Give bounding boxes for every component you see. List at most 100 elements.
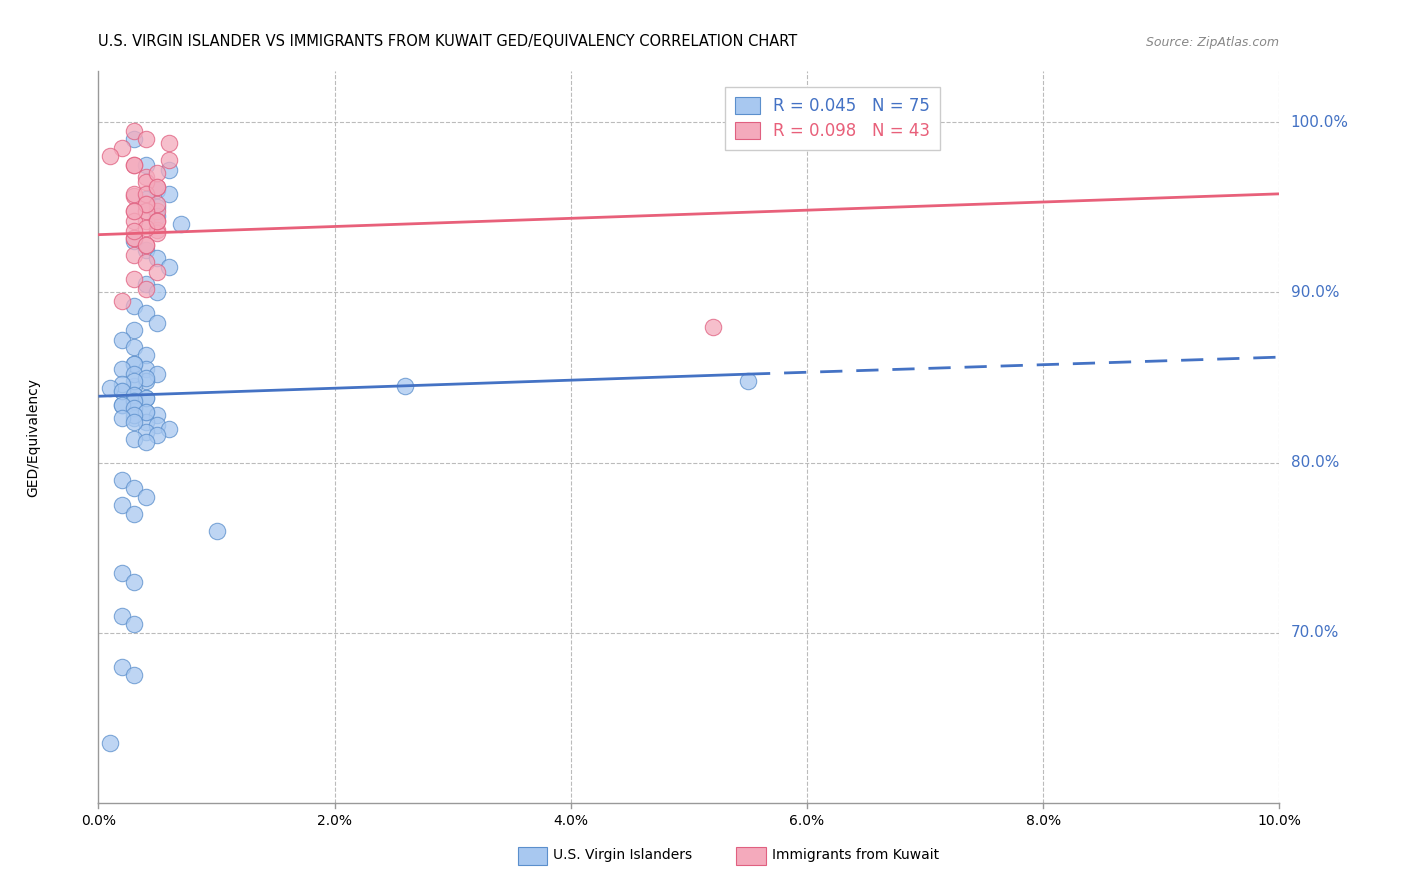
Point: [135, 255, 157, 269]
Text: Source: ZipAtlas.com: Source: ZipAtlas.com: [1146, 37, 1279, 49]
Point: [122, 401, 145, 416]
Point: [111, 398, 134, 412]
Text: 0.0%: 0.0%: [82, 814, 115, 828]
Point: [135, 132, 157, 146]
Point: [122, 387, 145, 401]
Point: [702, 319, 724, 334]
Point: [135, 435, 157, 450]
Point: [122, 367, 145, 381]
Point: [111, 498, 134, 512]
Point: [135, 238, 157, 252]
Point: [111, 411, 134, 425]
Point: [157, 163, 180, 178]
Point: [122, 203, 145, 218]
Point: [135, 214, 157, 228]
Point: [122, 188, 145, 202]
Point: [111, 384, 134, 399]
Text: GED/Equivalency: GED/Equivalency: [27, 377, 41, 497]
Point: [122, 415, 145, 429]
Point: [135, 197, 157, 211]
Point: [135, 362, 157, 376]
Point: [111, 608, 134, 623]
Text: 70.0%: 70.0%: [1291, 625, 1339, 640]
Point: [394, 379, 416, 393]
Point: [135, 404, 157, 418]
Point: [122, 432, 145, 446]
Point: [111, 659, 134, 673]
Point: [205, 524, 228, 538]
Point: [135, 197, 157, 211]
Point: [146, 166, 169, 180]
Point: [122, 272, 145, 286]
Point: [146, 408, 169, 422]
Point: [98, 149, 121, 163]
Point: [146, 180, 169, 194]
Point: [135, 243, 157, 257]
Point: [146, 316, 169, 330]
Point: [122, 374, 145, 388]
Point: [122, 387, 145, 401]
Point: [122, 231, 145, 245]
Point: [146, 265, 169, 279]
Text: U.S. VIRGIN ISLANDER VS IMMIGRANTS FROM KUWAIT GED/EQUIVALENCY CORRELATION CHART: U.S. VIRGIN ISLANDER VS IMMIGRANTS FROM …: [98, 35, 797, 49]
Point: [122, 574, 145, 589]
Text: 80.0%: 80.0%: [1291, 455, 1339, 470]
Point: [135, 169, 157, 184]
Point: [135, 238, 157, 252]
Point: [146, 180, 169, 194]
Point: [157, 153, 180, 167]
Point: [122, 668, 145, 682]
Point: [146, 203, 169, 218]
Point: [146, 201, 169, 215]
Point: [122, 507, 145, 521]
Text: 90.0%: 90.0%: [1291, 285, 1339, 300]
Point: [122, 132, 145, 146]
Point: [122, 617, 145, 632]
Point: [111, 362, 134, 376]
Point: [146, 252, 169, 266]
Point: [135, 197, 157, 211]
Point: [111, 384, 134, 399]
Bar: [517, 847, 547, 865]
Point: [122, 224, 145, 238]
Point: [122, 411, 145, 425]
Point: [135, 391, 157, 405]
Point: [98, 381, 121, 395]
Point: [122, 340, 145, 354]
Point: [146, 367, 169, 381]
Point: [146, 197, 169, 211]
Point: [122, 248, 145, 262]
Point: [146, 418, 169, 433]
Point: [157, 186, 180, 201]
Point: [146, 428, 169, 442]
Point: [135, 490, 157, 504]
Point: [122, 357, 145, 371]
Point: [122, 481, 145, 495]
Point: [111, 333, 134, 347]
Point: [146, 226, 169, 240]
Point: [135, 370, 157, 384]
Point: [135, 348, 157, 362]
Point: [135, 391, 157, 405]
Text: 4.0%: 4.0%: [554, 814, 588, 828]
Point: [122, 203, 145, 218]
Point: [111, 141, 134, 155]
Point: [146, 183, 169, 197]
Point: [157, 136, 180, 150]
Legend: R = 0.045   N = 75, R = 0.098   N = 43: R = 0.045 N = 75, R = 0.098 N = 43: [725, 87, 941, 150]
Point: [122, 379, 145, 393]
Point: [122, 357, 145, 371]
Text: 10.0%: 10.0%: [1257, 814, 1302, 828]
Point: [122, 214, 145, 228]
Point: [135, 425, 157, 439]
Point: [122, 401, 145, 416]
Point: [146, 209, 169, 223]
Point: [135, 192, 157, 206]
Point: [135, 203, 157, 218]
Point: [157, 260, 180, 274]
Point: [135, 220, 157, 235]
Point: [122, 394, 145, 409]
Point: [111, 377, 134, 392]
Text: Immigrants from Kuwait: Immigrants from Kuwait: [772, 848, 939, 863]
Point: [122, 231, 145, 245]
